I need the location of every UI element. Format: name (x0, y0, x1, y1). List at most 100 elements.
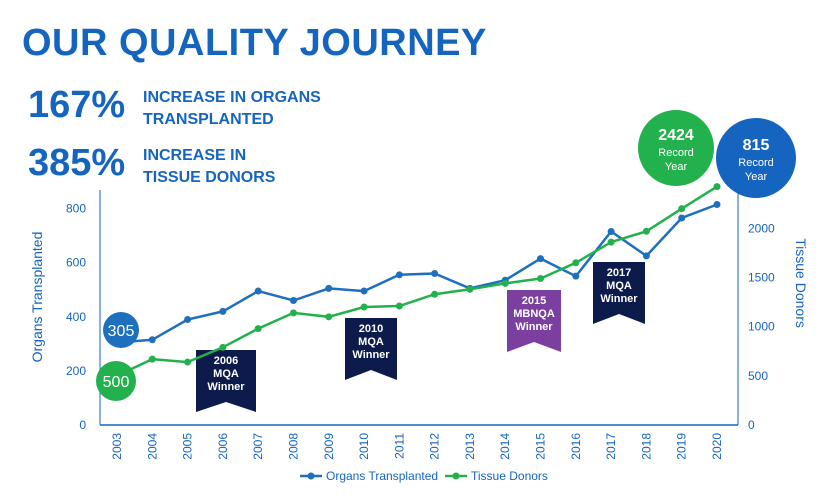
series-point-tissue (184, 358, 192, 366)
record-line1: Record (738, 157, 773, 169)
left-axis-title: Organs Transplanted (29, 232, 45, 363)
series-point-organs (642, 252, 650, 260)
award-ribbon-text: MQA (606, 280, 632, 292)
x-tick-label: 2020 (710, 433, 724, 460)
award-ribbon-text: Winner (600, 293, 638, 305)
series-point-organs (678, 214, 686, 222)
award-ribbon-text: 2017 (607, 267, 631, 279)
award-ribbon-text: MBNQA (513, 308, 555, 320)
left-tick-label: 0 (79, 418, 86, 432)
x-tick-label: 2013 (463, 433, 477, 460)
record-value: 2424 (658, 127, 694, 144)
legend-marker (307, 472, 315, 480)
record-line2: Year (665, 161, 688, 173)
series-point-organs (325, 284, 333, 292)
organs-increase-percent: 167% (28, 84, 126, 126)
left-tick-label: 400 (66, 310, 86, 324)
left-tick-label: 600 (66, 256, 86, 270)
series-point-organs (395, 271, 403, 279)
start-value-badge (96, 361, 136, 401)
award-ribbon-text: 2015 (522, 295, 546, 307)
x-tick-label: 2005 (181, 433, 195, 460)
award-ribbon-2017 (593, 262, 645, 324)
organs-increase-line2: TRANSPLANTED (143, 111, 274, 128)
right-tick-label: 500 (748, 369, 768, 383)
legend-label: Tissue Donors (471, 469, 548, 483)
series-line-organs (116, 203, 718, 344)
award-ribbon-text: 2006 (214, 355, 238, 367)
series-point-tissue (466, 285, 474, 293)
series-point-tissue (360, 303, 368, 311)
series-point-tissue (325, 313, 333, 321)
organs-increase-label: INCREASE IN ORGANS TRANSPLANTED (143, 87, 343, 131)
series-point-tissue (148, 355, 156, 363)
award-ribbon-2006 (196, 350, 256, 412)
series-point-organs (607, 228, 615, 236)
right-tick-label: 2000 (748, 221, 775, 235)
right-tick-label: 0 (748, 418, 755, 432)
page-title: OUR QUALITY JOURNEY (22, 22, 487, 64)
x-tick-label: 2019 (675, 433, 689, 460)
award-ribbon-text: MQA (213, 368, 239, 380)
tissue-increase-percent: 385% (28, 142, 126, 184)
x-tick-label: 2008 (286, 433, 300, 460)
award-ribbon-2015 (507, 290, 561, 352)
series-point-tissue (572, 259, 580, 267)
tissue-increase-label: INCREASE IN TISSUE DONORS (143, 145, 343, 189)
left-tick-label: 800 (66, 202, 86, 216)
series-point-organs (431, 269, 439, 277)
right-tick-label: 1500 (748, 271, 775, 285)
series-point-tissue (289, 309, 297, 317)
series-point-organs (713, 200, 721, 208)
x-tick-label: 2006 (216, 433, 230, 460)
series-point-tissue (537, 274, 545, 282)
organs-increase-line1: INCREASE IN ORGANS (143, 89, 321, 106)
legend-marker (452, 472, 460, 480)
record-year-badge (638, 110, 714, 186)
x-tick-label: 2011 (392, 433, 406, 459)
series-point-tissue (219, 343, 227, 351)
series-point-organs (572, 272, 580, 280)
x-tick-label: 2016 (569, 433, 583, 460)
x-tick-label: 2017 (604, 433, 618, 460)
award-ribbon-2010 (345, 318, 397, 380)
award-ribbon-text: Winner (207, 381, 245, 393)
award-ribbon-text: MQA (358, 336, 384, 348)
series-point-tissue (607, 238, 615, 246)
series-point-organs (184, 315, 192, 323)
award-ribbon-text: Winner (515, 321, 553, 333)
start-value-label: 305 (108, 323, 135, 340)
right-axis-title: Tissue Donors (793, 238, 809, 328)
series-point-tissue (678, 205, 686, 213)
series-point-organs (254, 287, 262, 295)
series-point-organs (289, 297, 297, 305)
x-tick-label: 2012 (428, 433, 442, 460)
tissue-increase-line2: TISSUE DONORS (143, 169, 276, 186)
series-point-organs (360, 287, 368, 295)
record-value: 815 (743, 137, 770, 154)
record-line2: Year (745, 171, 768, 183)
x-tick-label: 2018 (639, 433, 653, 460)
series-point-tissue (431, 290, 439, 298)
series-point-tissue (642, 227, 650, 235)
x-tick-label: 2009 (322, 433, 336, 460)
record-line1: Record (658, 147, 693, 159)
start-value-label: 500 (103, 374, 130, 391)
series-point-organs (148, 336, 156, 344)
series-line-tissue (116, 185, 718, 377)
x-tick-label: 2003 (110, 433, 124, 460)
record-year-badge (716, 118, 796, 198)
series-point-organs (537, 255, 545, 263)
series-point-tissue (395, 302, 403, 310)
start-value-badge (103, 312, 139, 348)
series-point-tissue (713, 183, 721, 191)
x-tick-label: 2010 (357, 433, 371, 460)
series-point-organs (219, 307, 227, 315)
award-ribbon-text: Winner (352, 349, 390, 361)
series-point-tissue (501, 279, 509, 287)
award-ribbon-text: 2010 (359, 323, 383, 335)
series-point-tissue (254, 325, 262, 333)
x-tick-label: 2014 (498, 433, 512, 460)
x-tick-label: 2015 (534, 433, 548, 460)
